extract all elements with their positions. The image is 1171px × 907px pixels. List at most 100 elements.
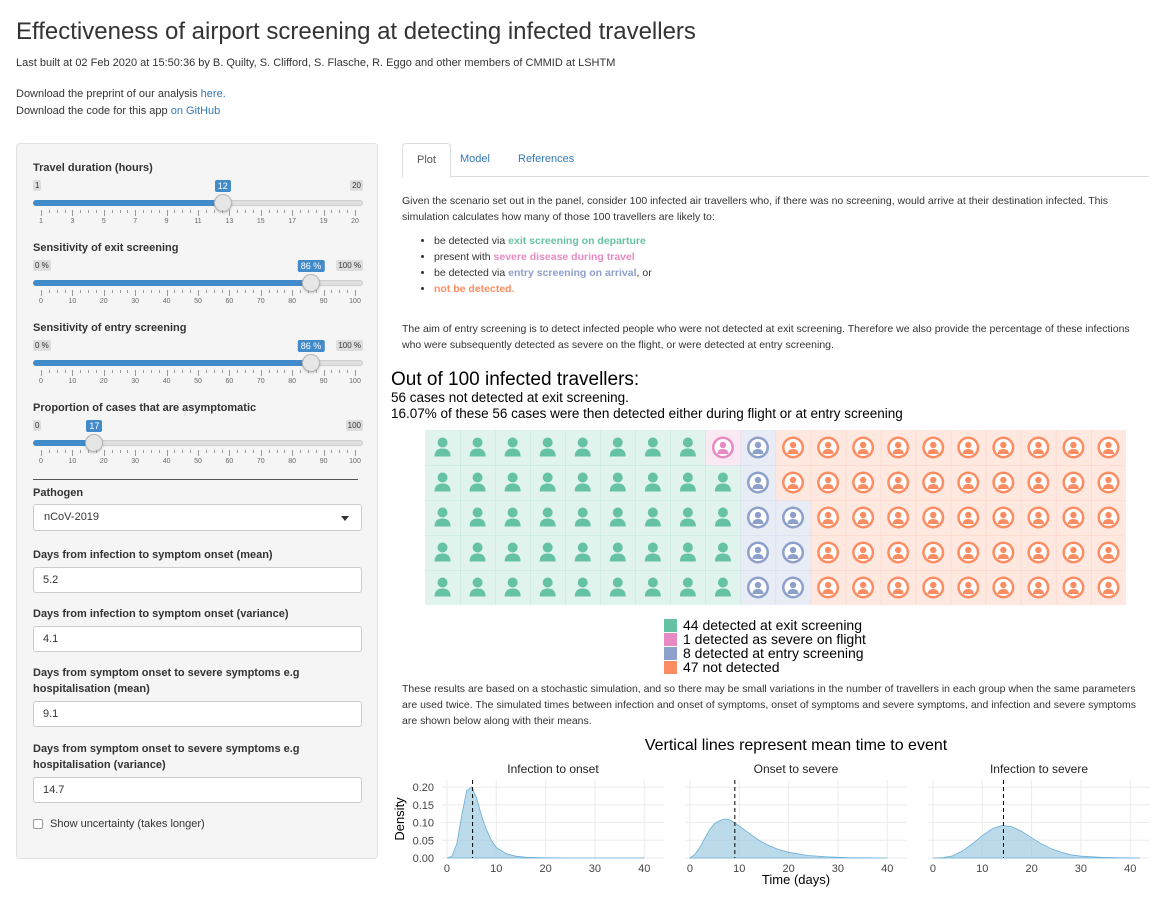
slider-value-label: 86 %	[297, 260, 325, 272]
slider-tick-label: 20	[99, 378, 108, 385]
slider-tick-label: 5	[101, 218, 106, 225]
slider-tick	[260, 450, 262, 456]
inc-var-label: Days from infection to symptom onset (va…	[33, 608, 289, 620]
person-icon	[817, 576, 840, 599]
slider-tick-label: 11	[194, 218, 202, 225]
person-icon	[574, 542, 591, 562]
waffle-cell-bg	[530, 570, 566, 605]
slider-handle[interactable]	[302, 354, 321, 372]
slider-tick	[292, 290, 294, 296]
waffle-cell-bg	[530, 500, 566, 536]
person-icon	[679, 507, 696, 527]
inc-mean-input[interactable]	[33, 567, 362, 593]
slider-tick	[111, 210, 113, 213]
slider-tick	[237, 210, 239, 213]
slider-tick	[323, 290, 325, 296]
slider-tick-label: 7	[133, 218, 138, 225]
aim-text: The aim of entry screening is to detect …	[402, 323, 1130, 351]
person-icon	[714, 472, 731, 492]
person-icon	[1097, 506, 1120, 529]
x-tick-label: 40	[881, 863, 893, 875]
person-icon	[714, 542, 731, 562]
slider-tick-label: 50	[194, 378, 202, 385]
person-icon	[1062, 506, 1085, 529]
person-icon	[504, 472, 521, 492]
slider-tick	[292, 210, 294, 216]
person-icon	[434, 472, 451, 492]
tab-plot[interactable]: Plot	[402, 143, 451, 178]
person-icon	[1062, 576, 1085, 599]
slider-tick	[80, 210, 82, 213]
slider-tick-label: 30	[131, 458, 140, 465]
slider-tick-label: 90	[319, 378, 328, 385]
slider-tick	[72, 450, 74, 456]
x-tick-label: 30	[1075, 863, 1087, 875]
slider-tick	[182, 210, 184, 213]
person-icon	[1097, 576, 1120, 599]
slider-tick	[103, 290, 105, 296]
slider-tick	[95, 290, 97, 293]
slider-tick-label: 60	[225, 378, 234, 385]
slider-tick	[284, 290, 286, 293]
slider-handle[interactable]	[213, 194, 232, 212]
slider-tick	[237, 450, 239, 453]
entry-sensitivity-slider[interactable]: 0 % 100 % 86 % 0 10 20 30 40 50 60 70 80 90 100	[33, 340, 363, 400]
uncertainty-toggle[interactable]: Show uncertainty (takes longer)	[33, 818, 205, 830]
slider-tick	[166, 290, 168, 296]
waffle-cell-bg	[705, 500, 742, 536]
inc-var-input[interactable]	[33, 626, 362, 652]
waffle-summary-2: 16.07% of these 56 cases were then detec…	[391, 406, 903, 421]
slider-tick	[300, 450, 302, 453]
slider-handle[interactable]	[302, 274, 321, 292]
slider-tick	[190, 210, 192, 213]
slider-tick	[143, 450, 145, 453]
slider-tick	[284, 210, 286, 213]
asymptomatic-slider[interactable]: 0 100 17 0 10 20 30 40 50 60 70 80 90 100	[33, 420, 363, 480]
person-icon	[644, 472, 661, 492]
sev-var-input[interactable]	[33, 777, 362, 803]
slider-tick-label: 17	[288, 218, 297, 225]
x-tick-label: 0	[444, 863, 450, 875]
waffle-cell-bg	[635, 430, 671, 466]
person-icon	[434, 507, 451, 527]
waffle-cell-bg	[530, 465, 566, 501]
slider-handle[interactable]	[85, 434, 104, 452]
preprint-text: Download the preprint of our analysis	[16, 88, 201, 100]
person-icon	[746, 436, 769, 459]
waffle-cell-bg	[670, 430, 706, 466]
exit-sensitivity-slider[interactable]: 0 % 100 % 86 % 0 10 20 30 40 50 60 70 80 90 100	[33, 260, 363, 320]
person-icon	[644, 542, 661, 562]
tab-references[interactable]: References	[518, 153, 575, 165]
slider-tick	[355, 210, 356, 216]
person-icon	[1027, 541, 1050, 564]
density-area	[932, 824, 1141, 859]
slider-tick	[135, 290, 137, 296]
slider-tick	[64, 210, 66, 213]
person-icon	[714, 507, 731, 527]
person-icon	[469, 472, 486, 492]
slider-tick	[323, 210, 325, 216]
slider-tick	[182, 370, 184, 373]
waffle-cell-bg	[670, 535, 706, 571]
slider-tick-label: 70	[256, 378, 265, 385]
waffle-cell-bg	[460, 570, 496, 605]
tab-model[interactable]: Model	[460, 153, 490, 165]
waffle-cell-bg	[565, 500, 601, 536]
slider-tick	[198, 450, 199, 456]
slider-tick	[221, 210, 223, 213]
legend-swatch	[664, 618, 677, 632]
travel-duration-slider[interactable]: 1 20 12 1 3 5 7 9 11 13 15 17 19 20	[33, 180, 363, 240]
slider-tick-label: 60	[225, 298, 234, 305]
pathogen-select[interactable]: nCoV-2019	[33, 504, 362, 531]
github-link[interactable]: on GitHub	[170, 105, 221, 117]
y-tick-label: 0.00	[413, 853, 434, 865]
slider-tick	[284, 370, 286, 373]
preprint-link[interactable]: here.	[200, 88, 226, 100]
sev-mean-input[interactable]	[33, 701, 362, 727]
waffle-cell-bg	[565, 430, 601, 466]
slider-tick	[276, 450, 278, 453]
slider-tick	[119, 370, 121, 373]
waffle-cell-bg	[670, 570, 706, 605]
uncertainty-checkbox[interactable]	[33, 819, 43, 829]
x-tick-label: 30	[832, 863, 844, 875]
